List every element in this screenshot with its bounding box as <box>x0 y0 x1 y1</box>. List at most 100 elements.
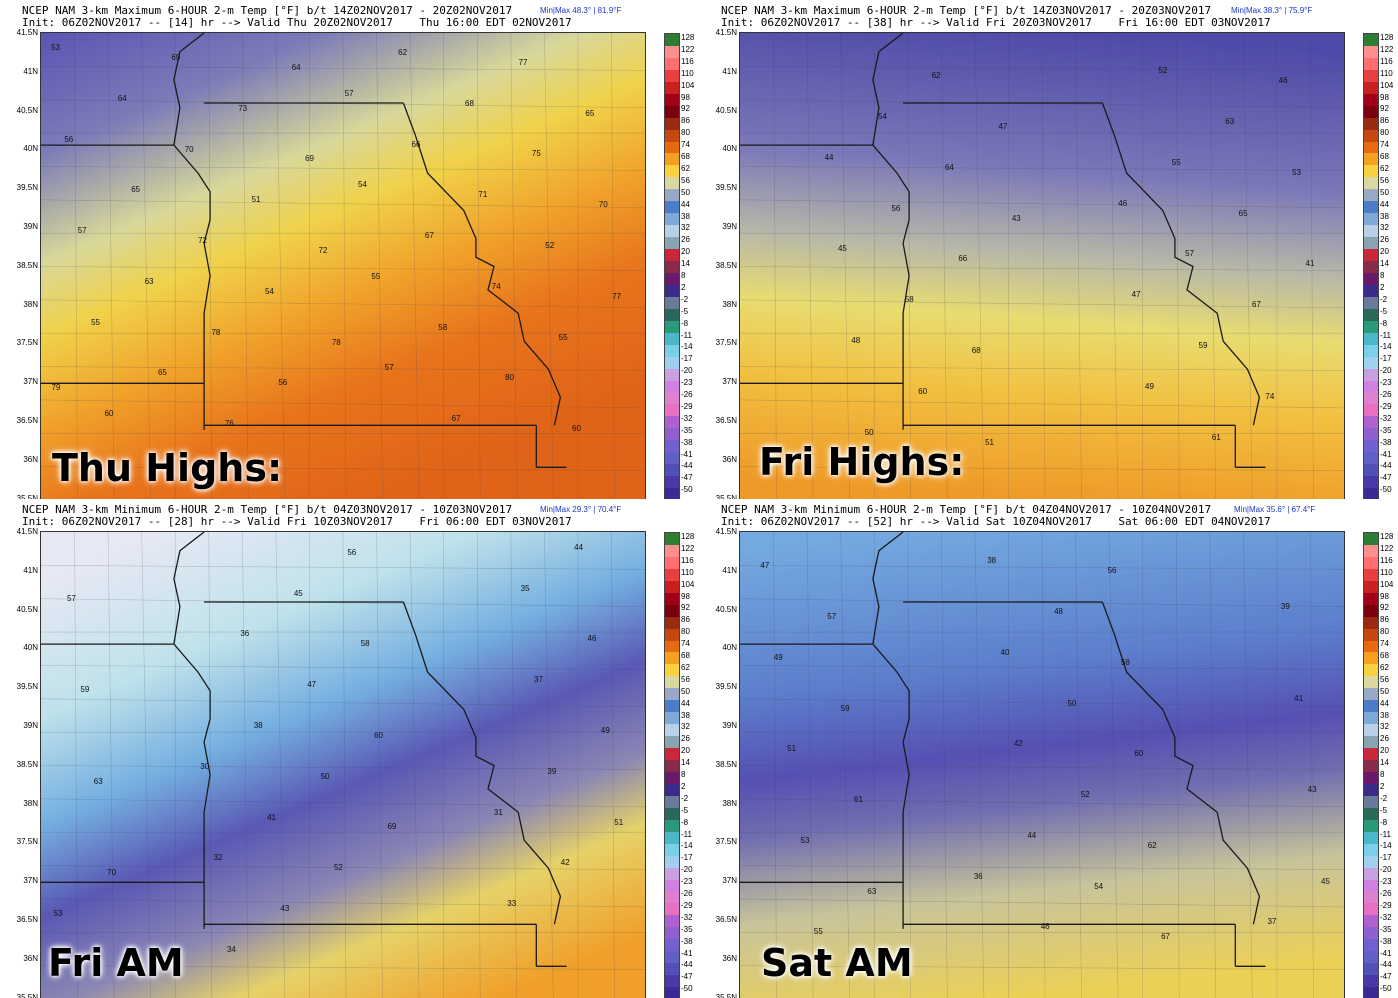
color-bar-segment <box>1364 392 1378 405</box>
county-line <box>740 399 1344 409</box>
temperature-value: 79 <box>51 383 61 393</box>
latitude-label: 40.5N <box>16 105 38 115</box>
temperature-value: 73 <box>238 103 248 113</box>
temperature-value: 74 <box>1265 391 1275 401</box>
temperature-value: 62 <box>398 47 408 57</box>
color-bar-segment <box>1364 604 1378 618</box>
color-bar-label: -35 <box>1380 425 1392 435</box>
temperature-value: 66 <box>958 254 968 264</box>
latitude-label: 39.5N <box>16 682 38 692</box>
color-bar-segment <box>1364 712 1378 725</box>
color-bar-segment <box>665 568 679 582</box>
color-bar-segment <box>1364 177 1378 190</box>
color-bar-label: -41 <box>681 449 693 459</box>
color-bar-segment <box>1364 261 1378 274</box>
latitude-label: 37N <box>23 377 38 387</box>
county-line <box>41 466 645 471</box>
temperature-value: 38 <box>253 720 263 730</box>
color-bar-label: 44 <box>1380 199 1389 209</box>
temperature-value: 50 <box>864 427 874 437</box>
county-line <box>510 532 518 998</box>
temperature-value: 41 <box>1294 693 1304 703</box>
county-line <box>41 166 645 171</box>
color-bar-label: 32 <box>681 223 690 233</box>
color-bar-segment <box>665 368 679 381</box>
color-bar-label: 56 <box>681 674 690 684</box>
color-bar-label: 32 <box>681 722 690 732</box>
color-bar-label: 32 <box>1380 223 1389 233</box>
latitude-label: 39.5N <box>715 682 737 692</box>
color-bar-label: 44 <box>681 698 690 708</box>
color-bar-segment <box>1364 616 1378 630</box>
latitude-label: 39N <box>722 721 737 730</box>
color-bar-label: 74 <box>1380 140 1389 150</box>
latitude-label: 36N <box>23 454 38 464</box>
county-line <box>41 399 645 409</box>
color-bar-segment <box>665 951 679 964</box>
color-bar-label: -41 <box>1380 449 1392 459</box>
temperature-value: 69 <box>171 52 181 62</box>
temperature-value: 57 <box>827 611 837 621</box>
panel-header-line1: NCEP NAM 3-km Minimum 6-HOUR 2-m Temp [°… <box>22 503 513 516</box>
temperature-value: 58 <box>1120 657 1130 667</box>
color-bar-label: 104 <box>1380 80 1394 90</box>
latitude-label: 35.5N <box>715 493 737 499</box>
color-bar-label: -20 <box>681 366 693 376</box>
county-line <box>41 66 645 71</box>
latitude-label: 40N <box>23 144 38 154</box>
color-bar-label: 80 <box>1380 128 1389 138</box>
color-bar-label: 98 <box>681 591 690 601</box>
temperature-value: 77 <box>612 291 622 301</box>
minmax-readout: Min|Max 38.3° | 75.9°F <box>1231 6 1313 15</box>
temperature-value: 75 <box>531 149 541 159</box>
temperature-value: 60 <box>104 409 114 419</box>
color-bar-segment <box>665 879 679 892</box>
latitude-label: 39.5N <box>715 183 737 193</box>
color-bar-label: -11 <box>681 330 692 340</box>
color-bar-segment <box>1364 117 1378 131</box>
color-bar-label: -8 <box>681 318 689 328</box>
temperature-value: 59 <box>1198 340 1208 350</box>
latitude-label: 38.5N <box>16 260 38 270</box>
color-bar-segment <box>1364 57 1378 71</box>
color-bar-segment <box>1364 556 1378 570</box>
color-bar-label: -29 <box>681 401 693 411</box>
color-bar-label: 2 <box>1380 781 1385 791</box>
color-bar-label: -38 <box>681 936 693 946</box>
state-border <box>402 601 562 925</box>
temperature-value: 40 <box>1000 647 1010 657</box>
color-bar-label: -23 <box>681 378 693 388</box>
color-bar-segment <box>1364 807 1378 821</box>
color-bar-label: 92 <box>1380 104 1389 114</box>
latitude-label: 41.5N <box>16 28 38 37</box>
temperature-map: 30 31 32 33 34 35 36 37 38 39 41 42 43 44 45 46 47 49 50 51… <box>40 531 646 998</box>
color-bar-segment <box>665 93 679 107</box>
panel-header-line2: Init: 06Z02NOV2017 -- [38] hr --> Valid … <box>721 16 1271 29</box>
color-bar-label: 104 <box>1380 579 1394 589</box>
color-bar-segment <box>665 476 679 489</box>
color-bar-label: -44 <box>1380 461 1392 471</box>
color-bar-label: -11 <box>681 829 692 839</box>
color-bar-segment <box>665 356 679 370</box>
color-bar-label: -32 <box>681 413 693 423</box>
temperature-value: 49 <box>1145 381 1154 391</box>
county-line <box>773 33 777 499</box>
color-bar-segment <box>665 795 679 809</box>
color-bar-label: -26 <box>681 889 693 898</box>
color-bar-segment <box>665 189 679 202</box>
county-line <box>740 166 1344 171</box>
latitude-label: 36.5N <box>715 416 737 425</box>
color-bar-label: 32 <box>1380 722 1389 732</box>
color-bar-label: -17 <box>1380 354 1392 364</box>
color-bar-label: 128 <box>1380 532 1394 541</box>
color-bar-label: 56 <box>1380 175 1389 185</box>
color-bar-segment <box>665 488 679 499</box>
temperature-value: 35 <box>520 583 530 593</box>
latitude-label: 38N <box>722 299 737 309</box>
county-line <box>409 532 420 998</box>
color-bar-label: -41 <box>681 948 693 958</box>
color-bar-label: 98 <box>1380 92 1389 102</box>
color-bar-segment <box>665 831 679 845</box>
color-bar-label: 116 <box>681 555 694 565</box>
color-bar-segment <box>1364 736 1378 749</box>
